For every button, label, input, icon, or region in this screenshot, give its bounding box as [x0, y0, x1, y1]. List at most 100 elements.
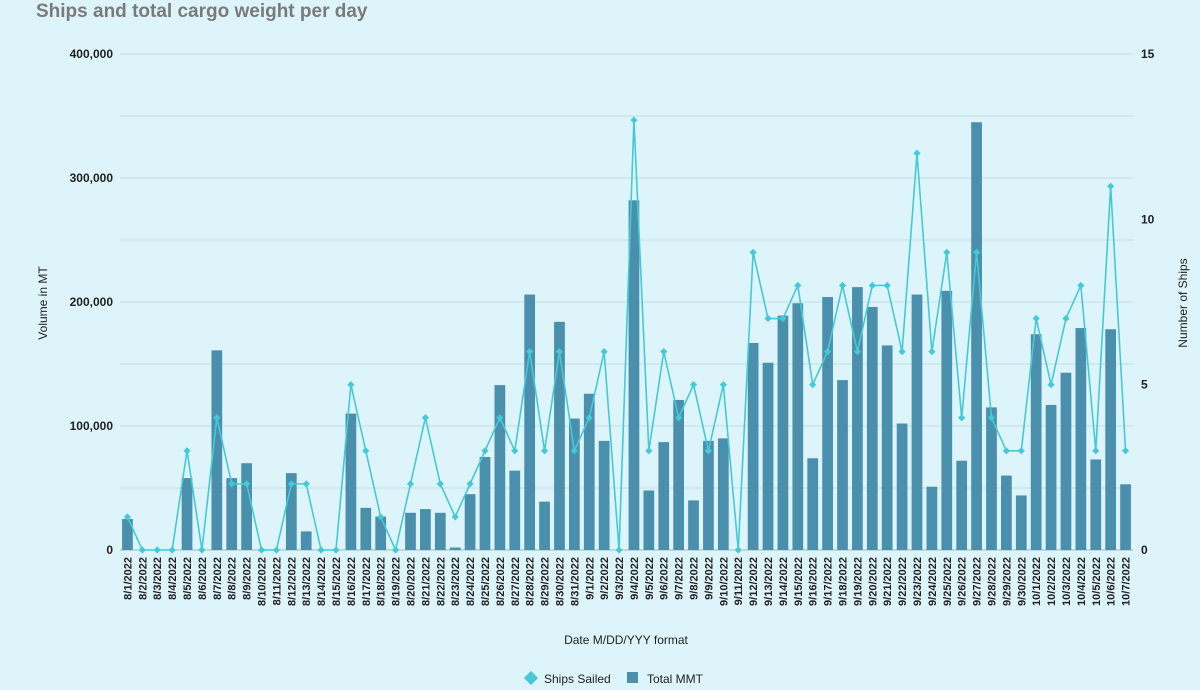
point: [764, 314, 772, 323]
point: [511, 447, 519, 455]
point: [943, 248, 951, 256]
point: [406, 480, 415, 488]
bar: [449, 547, 461, 550]
point: [1062, 314, 1070, 323]
point: [809, 381, 817, 389]
x-tick-label: 9/10/2022: [718, 557, 730, 606]
x-tick-label: 9/26/2022: [957, 557, 969, 606]
y-tick-label: 400,000: [70, 47, 114, 61]
point: [496, 414, 504, 422]
x-tick-label: 9/29/2022: [1001, 557, 1013, 606]
point: [749, 248, 757, 256]
point: [585, 414, 593, 422]
point: [570, 447, 578, 455]
point: [213, 414, 221, 422]
bar: [420, 509, 431, 550]
bar: [375, 516, 387, 550]
y-axis-label: Volume in MT: [36, 266, 50, 340]
bar: [434, 512, 446, 550]
bar: [673, 399, 685, 550]
point: [287, 480, 295, 488]
bar: [509, 470, 521, 550]
point: [630, 116, 638, 124]
point: [123, 513, 132, 521]
bar: [360, 507, 372, 550]
bar: [1030, 334, 1042, 550]
bar: [1045, 404, 1057, 550]
point: [868, 281, 876, 290]
legend-marker-ships-sailed: [523, 670, 539, 686]
bar: [628, 200, 640, 550]
bar: [554, 321, 565, 550]
point: [928, 348, 936, 356]
point: [972, 248, 981, 256]
chart-title: Ships and total cargo weight per day: [36, 1, 368, 22]
x-tick-label: 8/18/2022: [376, 557, 388, 606]
x-tick-label: 9/18/2022: [838, 557, 850, 606]
point: [1077, 281, 1085, 290]
x-tick-label: 10/1/2022: [1031, 557, 1043, 606]
point: [958, 414, 966, 422]
bar: [866, 306, 878, 550]
x-tick-label: 9/8/2022: [689, 557, 701, 600]
bar: [792, 303, 804, 550]
point: [347, 381, 355, 389]
bar: [688, 500, 699, 550]
point: [436, 480, 444, 488]
point: [645, 447, 653, 455]
bar: [568, 418, 580, 550]
bar: [1060, 372, 1072, 550]
x-axis-label: Date M/DD/YYY format: [564, 633, 688, 647]
bar: [822, 297, 833, 550]
y2-tick-label: 15: [1141, 47, 1155, 61]
point: [391, 546, 400, 554]
y-tick-label: 200,000: [70, 295, 114, 309]
y2-tick-label: 0: [1141, 543, 1148, 557]
bar: [241, 463, 252, 550]
point: [317, 546, 325, 554]
x-tick-label: 8/28/2022: [525, 557, 537, 606]
x-tick-label: 8/7/2022: [212, 557, 224, 600]
x-tick-label: 10/4/2022: [1076, 557, 1088, 606]
bar: [345, 413, 357, 550]
point: [1032, 314, 1040, 323]
bar: [971, 122, 982, 550]
x-tick-label: 8/5/2022: [182, 557, 194, 600]
bar: [1120, 484, 1131, 550]
y-tick-label: 300,000: [70, 171, 114, 185]
x-tick-label: 8/13/2022: [301, 557, 313, 606]
x-tick-label: 8/29/2022: [540, 557, 552, 606]
x-tick-label: 8/31/2022: [569, 557, 581, 606]
x-tick-label: 9/20/2022: [867, 557, 879, 606]
point: [243, 480, 251, 488]
x-tick-label: 8/26/2022: [495, 557, 507, 606]
x-tick-label: 8/27/2022: [510, 557, 522, 606]
bar: [226, 478, 238, 550]
point: [1002, 447, 1010, 455]
bar: [1015, 495, 1027, 550]
point: [138, 546, 146, 554]
right-axis-ticks: 0 5 10 15: [1141, 47, 1155, 557]
x-axis-ticks: 8/1/2022 8/2/2022 8/3/2022 8/4/2022 8/5/2022…: [122, 557, 1132, 606]
point: [824, 348, 832, 356]
point: [794, 281, 802, 290]
point: [779, 314, 787, 323]
point: [660, 348, 668, 356]
point: [987, 414, 996, 422]
x-tick-label: 9/1/2022: [584, 557, 596, 600]
x-tick-label: 9/5/2022: [644, 557, 656, 600]
x-tick-label: 10/7/2022: [1121, 557, 1133, 606]
bar: [211, 350, 223, 550]
point: [734, 546, 742, 554]
point: [913, 149, 921, 157]
x-tick-label: 9/30/2022: [1016, 557, 1028, 606]
x-tick-label: 9/14/2022: [778, 557, 790, 606]
bar: [717, 438, 729, 550]
line-series-ships-sailed: [123, 116, 1130, 554]
point: [689, 381, 698, 389]
point: [362, 447, 370, 455]
point: [615, 546, 623, 554]
x-tick-label: 9/24/2022: [927, 557, 939, 606]
point: [377, 513, 385, 521]
